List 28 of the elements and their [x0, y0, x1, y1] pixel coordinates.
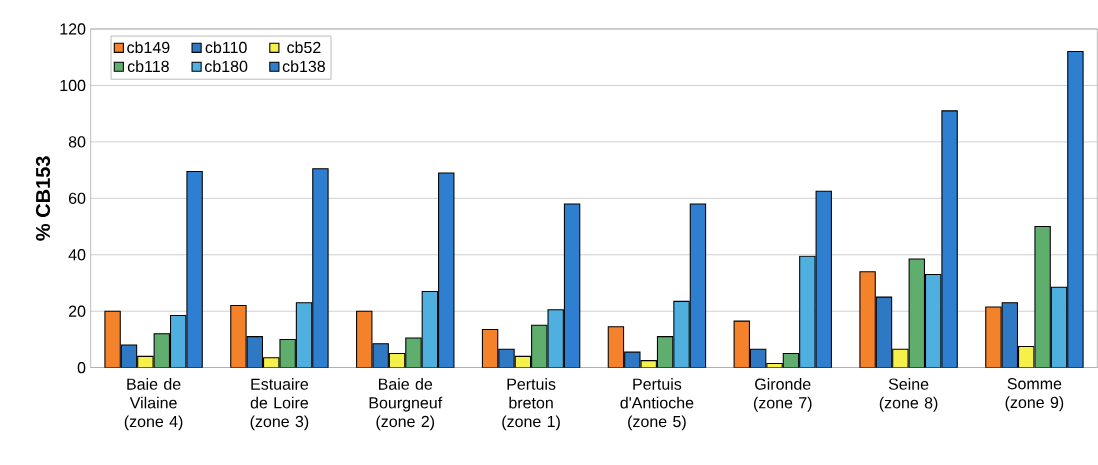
y-tick-label: 60 — [68, 192, 86, 204]
bar — [1034, 226, 1051, 368]
x-tick-label: Seine (zone 8) — [879, 378, 938, 412]
y-tick-label: 80 — [68, 136, 86, 148]
legend-label: cb138 — [282, 60, 325, 73]
bar — [498, 348, 515, 368]
x-tick-label: Estuaire de Loire (zone 3) — [250, 378, 309, 431]
y-tick-label: 120 — [60, 23, 86, 35]
legend-label: cb52 — [287, 41, 321, 54]
bar — [1001, 302, 1019, 368]
x-tick-label: Somme (zone 9) — [1005, 378, 1064, 412]
y-tick-label: 20 — [68, 305, 86, 317]
legend-label: cb118 — [127, 60, 169, 73]
y-axis-title: % CB153 — [35, 156, 51, 241]
x-tick-label: Pertuis d'Antioche (zone 5) — [620, 378, 694, 431]
y-tick-label: 40 — [68, 249, 86, 261]
x-tick-label: Baie de Bourgneuf (zone 2) — [369, 378, 443, 431]
legend-label: cb110 — [205, 41, 247, 54]
y-tick-label: 100 — [60, 79, 86, 92]
bar — [230, 305, 247, 368]
legend-label: cb180 — [205, 60, 248, 73]
y-tick-label: 0 — [77, 362, 86, 374]
x-tick-label: Baie de Vilaine (zone 4) — [124, 378, 183, 431]
x-tick-label: Pertuis breton (zone 1) — [502, 378, 560, 431]
legend-label: cb149 — [127, 41, 170, 54]
bar — [908, 258, 925, 368]
x-tick-label: Gironde (zone 7) — [753, 378, 812, 412]
bar — [859, 271, 876, 368]
